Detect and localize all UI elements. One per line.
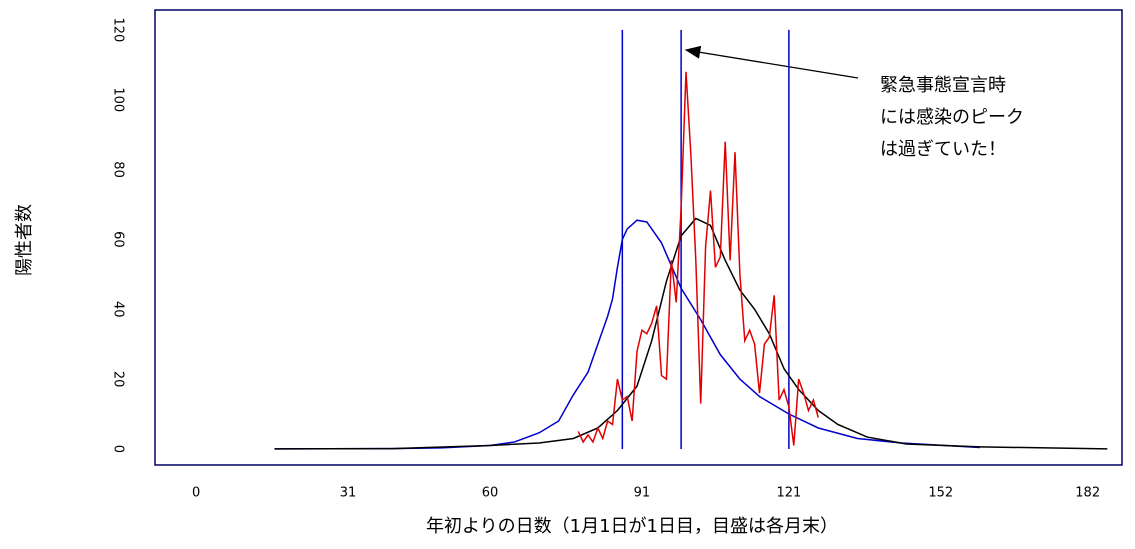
x-tick-label: 121 [776,486,801,501]
x-tick-label: 182 [1075,486,1100,501]
y-tick-label: 80 [111,161,126,178]
y-tick-label: 0 [111,445,126,453]
x-tick-label: 31 [340,486,357,501]
annotation-line: には感染のピーク [880,107,1024,128]
annotation-line: 緊急事態宣言時 [880,75,1006,96]
x-axis-label: 年初よりの日数（1月1日が1日目，目盛は各月末） [426,516,838,537]
x-tick-label: 60 [482,486,499,501]
data-line [577,71,820,446]
y-tick-label: 20 [111,371,126,388]
y-axis-label: 陽性者数 [14,204,35,276]
annotation-arrow [684,45,859,79]
data-line [274,217,1108,450]
y-tick-label: 100 [111,87,126,112]
x-tick-label: 0 [192,486,200,501]
y-tick-label: 120 [111,17,126,42]
x-tick-label: 152 [928,486,953,501]
x-tick-label: 91 [634,486,651,501]
plot-frame [154,9,1123,466]
data-line [274,219,980,450]
y-tick-label: 60 [111,231,126,248]
annotation-line: は過ぎていた！ [880,139,1006,160]
y-tick-label: 40 [111,301,126,318]
